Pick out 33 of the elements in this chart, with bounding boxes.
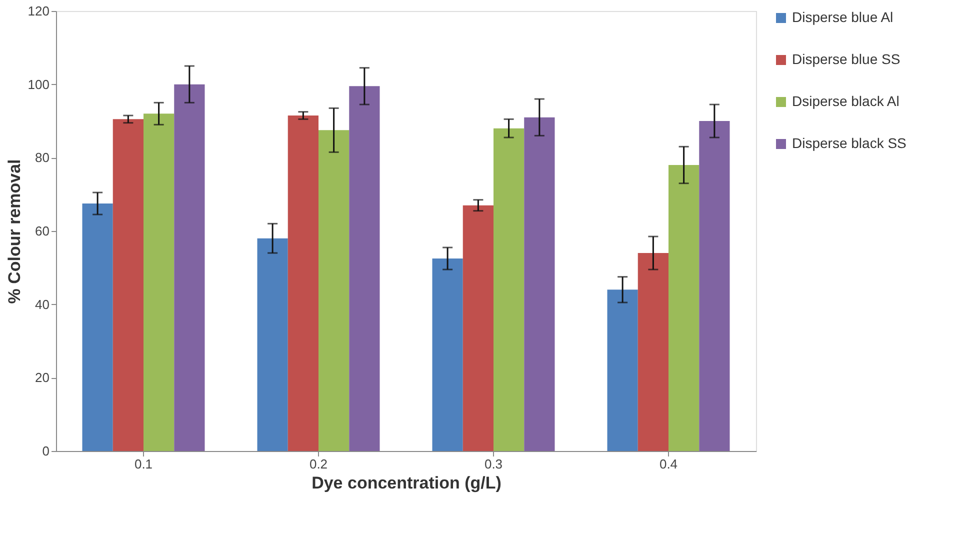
bar — [462, 205, 494, 451]
y-tick-label: 0 — [42, 444, 50, 458]
bar — [638, 253, 668, 451]
x-tick-label: 0.2 — [309, 456, 328, 472]
legend-label: Disperse black SS — [792, 135, 906, 151]
y-tick-label: 60 — [35, 224, 50, 238]
y-axis-title: % Colour removal — [4, 159, 24, 304]
bar — [432, 258, 463, 451]
bar — [144, 114, 174, 451]
y-tick-label: 20 — [35, 370, 50, 386]
bar — [607, 290, 638, 451]
bar — [257, 238, 288, 451]
bar — [112, 119, 144, 451]
x-tick-label: 0.3 — [484, 456, 503, 472]
bar — [494, 128, 524, 451]
y-tick-label: 80 — [35, 150, 50, 166]
bar — [699, 121, 730, 451]
y-tick-label: 120 — [28, 4, 50, 18]
bar — [288, 116, 318, 451]
y-tick-label: 40 — [35, 296, 50, 312]
legend-label: Disperse blue SS — [792, 51, 900, 67]
legend-label: Dsiperse black Al — [792, 93, 900, 109]
x-axis-title: Dye concentration (g/L) — [312, 474, 502, 492]
y-tick-label: 100 — [28, 76, 50, 92]
bar — [524, 117, 555, 451]
legend-label: Disperse blue Al — [792, 9, 894, 25]
bar — [349, 86, 380, 451]
bar — [668, 165, 700, 451]
x-tick-label: 0.4 — [659, 456, 678, 472]
bar — [174, 84, 205, 451]
bar — [318, 130, 350, 451]
x-tick-label: 0.1 — [134, 456, 153, 472]
bar — [82, 204, 113, 451]
